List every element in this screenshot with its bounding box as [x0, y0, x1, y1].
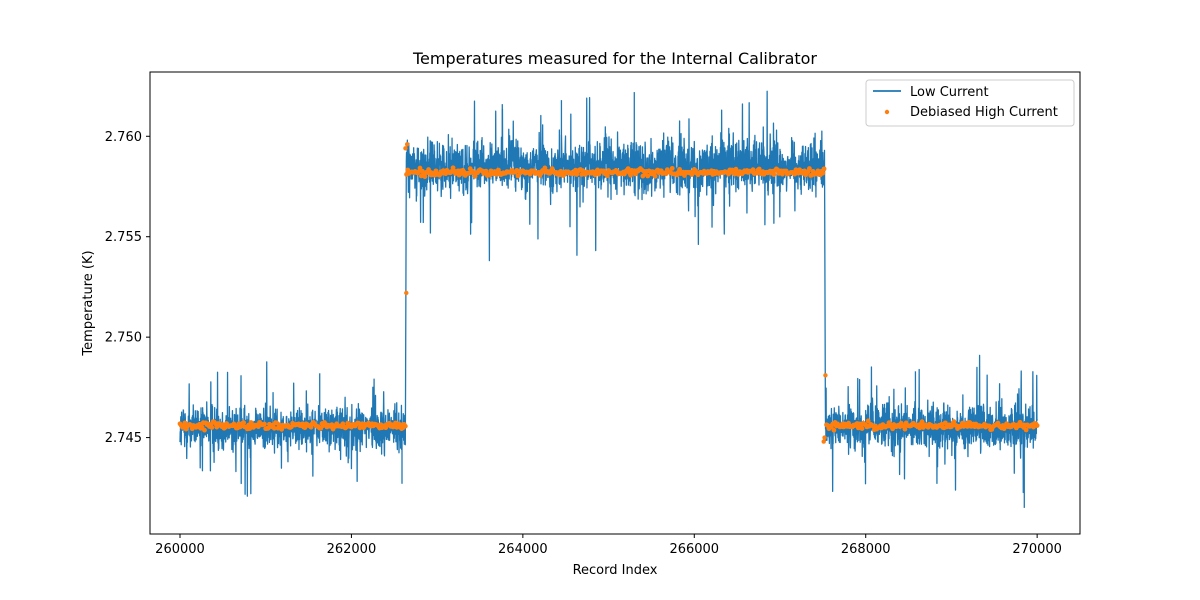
debiased-point [625, 166, 631, 172]
debiased-point [652, 173, 658, 179]
debiased-point [821, 166, 827, 172]
legend: Low Current Debiased High Current [865, 79, 1075, 127]
x-tick-label: 266000 [669, 542, 719, 557]
debiased-point [604, 173, 610, 179]
y-axis: 2.745 2.750 2.755 2.760 [105, 130, 150, 446]
debiased-point [986, 423, 992, 429]
debiased-point [733, 166, 739, 172]
axes-frame [149, 71, 1081, 535]
debiased-point [1023, 427, 1029, 433]
debiased-point [262, 421, 267, 427]
debiased-point [820, 170, 826, 176]
debiased-point [902, 426, 908, 432]
debiased-point [247, 426, 253, 431]
x-axis-label: Record Index [573, 563, 658, 578]
debiased-point [404, 142, 410, 147]
debiased-point [422, 174, 428, 180]
debiased-point [806, 166, 812, 171]
debiased-point [403, 146, 408, 151]
legend-box [865, 79, 1075, 127]
debiased-point [823, 373, 828, 378]
y-axis-label: Temperature (K) [81, 250, 96, 356]
debiased-point [669, 165, 675, 171]
x-tick-label: 262000 [327, 542, 377, 557]
x-tick-label: 264000 [498, 542, 548, 557]
low-current-line [179, 90, 1038, 497]
debiased-point [483, 168, 489, 174]
debiased-point [182, 420, 188, 426]
debiased-point [202, 427, 207, 433]
debiased-point [821, 439, 826, 444]
debiased-point [865, 418, 871, 424]
plot-area [177, 90, 1040, 508]
debiased-point [756, 166, 762, 172]
debiased-point [542, 165, 548, 171]
x-tick-label: 268000 [841, 542, 891, 557]
debiased-point [404, 290, 409, 296]
debiased-point [357, 425, 363, 431]
x-axis: 260000 262000 264000 266000 268000 270000 [155, 534, 1062, 557]
legend-debiased-swatch [884, 109, 890, 115]
debiased-point [964, 424, 970, 429]
debiased-point [967, 420, 973, 425]
debiased-point [771, 172, 777, 177]
debiased-point [645, 173, 651, 179]
debiased-point [271, 425, 277, 431]
debiased-point [859, 426, 865, 431]
y-tick-label: 2.760 [105, 130, 142, 145]
x-tick-label: 270000 [1012, 542, 1062, 557]
debiased-point [209, 425, 215, 430]
y-tick-label: 2.755 [105, 230, 142, 245]
debiased-point [417, 165, 423, 171]
debiased-point [822, 435, 827, 440]
debiased-point [402, 423, 408, 429]
debiased-point [831, 427, 837, 433]
debiased-point [241, 420, 247, 426]
y-tick-label: 2.745 [105, 431, 142, 446]
debiased-point [917, 425, 922, 431]
debiased-point [750, 167, 756, 173]
debiased-point [416, 169, 422, 175]
x-tick-label: 260000 [155, 542, 205, 557]
debiased-high-current-series [177, 142, 1040, 444]
legend-debiased-label: Debiased High Current [910, 105, 1058, 120]
debiased-point [1034, 423, 1040, 428]
chart-title: Temperatures measured for the Internal C… [412, 49, 817, 68]
legend-low-current-label: Low Current [910, 85, 989, 100]
y-tick-label: 2.750 [105, 331, 142, 346]
